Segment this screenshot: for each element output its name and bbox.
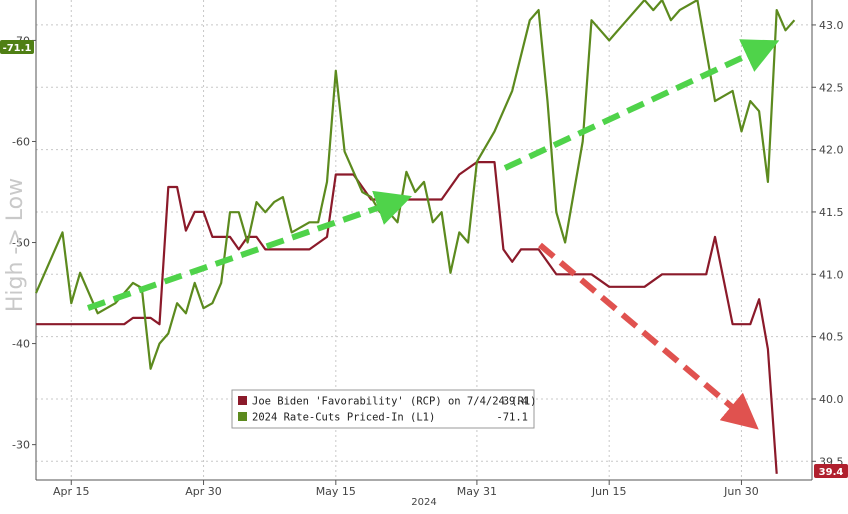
legend-label-biden: Joe Biden 'Favorability' (RCP) on 7/4/24… — [252, 396, 536, 408]
left-tick-label: -40 — [12, 338, 30, 351]
legend-value-rate-cuts: -71.1 — [496, 412, 528, 424]
legend: Joe Biden 'Favorability' (RCP) on 7/4/24… — [231, 389, 536, 429]
legend-value-biden: 39.4 — [503, 396, 528, 408]
left-tick-label: -60 — [12, 135, 30, 148]
green-trend-arrow-2 — [503, 39, 780, 171]
left-value-badge: -71.1 — [0, 40, 34, 54]
x-axis-ticks: Apr 15 Apr 30 May 15 May 31 Jun 15 Jun 30 — [53, 480, 759, 498]
left-badge-background — [0, 40, 34, 54]
right-tick-label: 43.0 — [819, 19, 844, 32]
left-tick-label: -30 — [12, 439, 30, 452]
x-tick-label: Jun 15 — [591, 485, 627, 498]
right-badge-background — [814, 464, 848, 478]
right-value-badge: 39.4 — [814, 464, 848, 478]
left-badge-value: -71.1 — [3, 43, 32, 54]
right-tick-label: 42.5 — [819, 81, 844, 94]
right-axis-ticks: 39.540.040.541.041.542.042.543.0 — [812, 19, 844, 468]
right-tick-label: 41.0 — [819, 268, 844, 281]
right-tick-label: 42.0 — [819, 144, 844, 157]
legend-box — [231, 389, 535, 429]
x-axis-year: 2024 — [411, 497, 436, 508]
left-axis-title: High -> Low — [3, 178, 28, 312]
right-tick-label: 41.5 — [819, 206, 844, 219]
x-tick-label: May 15 — [316, 485, 356, 498]
x-tick-label: Apr 15 — [53, 485, 90, 498]
left-tick-label: -50 — [12, 237, 30, 250]
right-tick-label: 40.5 — [819, 331, 844, 344]
x-tick-label: May 31 — [457, 485, 497, 498]
green-trend-arrow-1 — [87, 190, 413, 311]
x-tick-label: Apr 30 — [185, 485, 222, 498]
rate-cuts-line — [34, 0, 796, 370]
x-tick-label: Jun 30 — [723, 485, 759, 498]
legend-swatch-rate-cuts — [238, 412, 247, 421]
right-tick-label: 40.0 — [819, 393, 844, 406]
legend-label-rate-cuts: 2024 Rate-Cuts Priced-In (L1) — [252, 412, 435, 424]
legend-swatch-biden — [238, 396, 247, 405]
red-trend-arrow — [538, 242, 759, 430]
right-badge-value: 39.4 — [819, 467, 844, 478]
